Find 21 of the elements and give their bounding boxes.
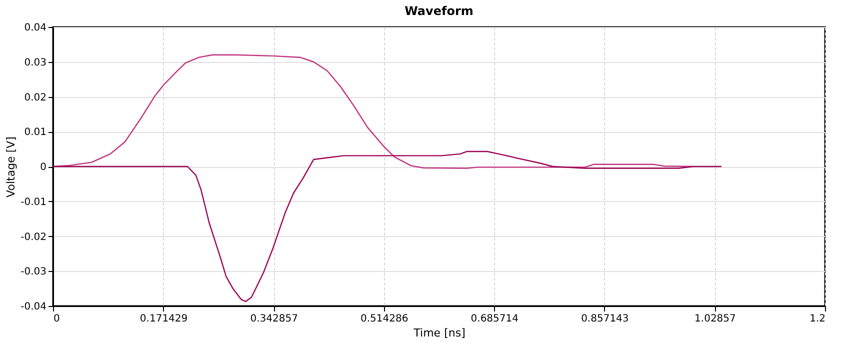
- x-tick-label: 0.685714: [470, 314, 518, 324]
- y-tick-label: 0.01: [24, 127, 46, 138]
- x-tick-label: 1.02857: [694, 314, 736, 324]
- y-axis-title: Voltage [V]: [4, 136, 18, 198]
- y-tick-label: 0.04: [24, 22, 46, 34]
- chart-title: Waveform: [404, 4, 474, 18]
- y-tick-label: -0.01: [20, 196, 46, 208]
- y-tick-label: 0.03: [24, 57, 46, 68]
- y-tick-label: 0: [40, 162, 46, 173]
- x-tick-label: 0.342857: [250, 314, 298, 324]
- x-axis-title: Time [ns]: [412, 326, 466, 340]
- y-tick-label: -0.04: [20, 302, 46, 312]
- y-tick-label: 0.02: [24, 92, 46, 104]
- line-series: [52, 150, 722, 302]
- x-tick-label: 1.2: [810, 314, 826, 324]
- x-tick-label: 0.171429: [140, 314, 188, 324]
- x-tick-label: 0.514286: [360, 314, 408, 324]
- x-tick-label: 0: [54, 314, 60, 324]
- y-tick-label: -0.03: [20, 266, 46, 278]
- x-tick-label: 0.857143: [581, 314, 629, 324]
- y-tick-label: -0.02: [20, 232, 46, 243]
